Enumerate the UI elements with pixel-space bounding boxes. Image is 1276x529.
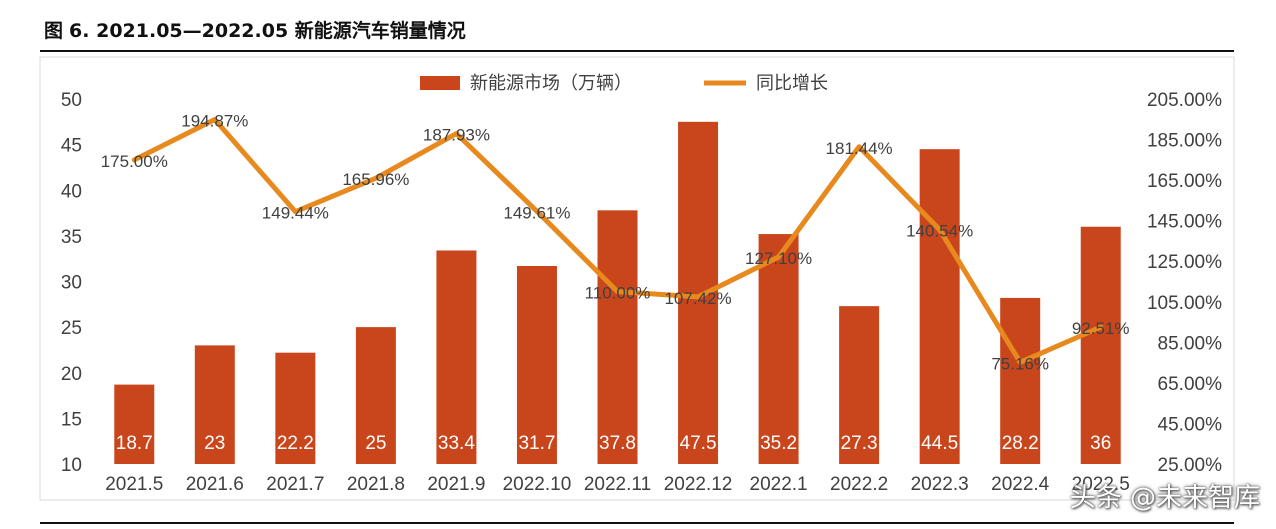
bar — [355, 327, 396, 464]
figure-title-text: 2021.05—2022.05 新能源汽车销量情况 — [96, 20, 466, 42]
bar — [436, 250, 477, 464]
growth-value-label: 194.87% — [181, 112, 248, 131]
right-tick-label: 65.00% — [1158, 374, 1223, 395]
growth-value-label: 75.16% — [991, 354, 1049, 373]
left-tick-label: 25 — [61, 318, 82, 339]
growth-value-label: 181.44% — [826, 139, 893, 158]
bar-value-label: 23 — [204, 433, 225, 454]
left-tick-label: 45 — [61, 136, 82, 157]
right-tick-label: 125.00% — [1147, 252, 1222, 273]
bar — [597, 210, 638, 464]
line-labels: 175.00% 194.87% 149.44% 165.96% 187.93% 149.6… — [101, 112, 1130, 374]
growth-value-label: 149.44% — [262, 204, 329, 223]
bar — [114, 384, 155, 464]
bottom-rule — [40, 522, 1234, 524]
chart-frame — [39, 56, 1235, 501]
growth-value-label: 140.54% — [906, 222, 973, 241]
x-tick-label: 2022.2 — [830, 474, 888, 495]
growth-line — [131, 117, 1104, 365]
left-tick-label: 50 — [61, 90, 82, 111]
right-tick-label: 165.00% — [1147, 171, 1222, 192]
legend-bar-label: 新能源市场（万辆） — [470, 73, 632, 94]
bar — [758, 234, 799, 464]
x-tick-label: 2022.11 — [584, 474, 651, 495]
right-tick-label: 105.00% — [1147, 293, 1222, 314]
x-axis: 2021.5 2021.6 2021.7 2021.8 2021.9 2022.10 202… — [105, 474, 1130, 495]
top-rule — [40, 50, 1234, 52]
right-tick-label: 25.00% — [1158, 455, 1223, 476]
left-tick-label: 40 — [61, 181, 82, 202]
bar-value-label: 27.3 — [841, 433, 878, 454]
line-series — [131, 117, 1104, 365]
bar — [194, 345, 235, 464]
growth-value-label: 92.51% — [1072, 319, 1130, 338]
bar — [516, 265, 557, 464]
bar — [919, 149, 960, 464]
bar-value-label: 18.7 — [116, 433, 153, 454]
x-tick-label: 2021.9 — [427, 474, 485, 495]
x-tick-label: 2021.8 — [347, 474, 405, 495]
x-tick-label: 2022.10 — [503, 474, 572, 495]
x-tick-label: 2021.7 — [266, 474, 324, 495]
growth-value-label: 187.93% — [423, 126, 490, 145]
bar-value-label: 47.5 — [680, 433, 717, 454]
x-tick-label: 2021.6 — [186, 474, 244, 495]
bar-value-label: 44.5 — [921, 433, 958, 454]
bar-value-label: 31.7 — [518, 433, 555, 454]
growth-value-label: 165.96% — [342, 170, 409, 189]
growth-value-label: 107.42% — [664, 289, 731, 308]
figure-title: 图 6. 2021.05—2022.05 新能源汽车销量情况 — [44, 14, 466, 48]
bar-value-label: 37.8 — [599, 433, 636, 454]
watermark: 头条 @未来智库 — [1069, 483, 1260, 513]
bar-series — [114, 121, 1121, 464]
legend-line-label: 同比增长 — [756, 73, 828, 94]
figure-number: 6. — [69, 20, 90, 42]
left-tick-label: 20 — [61, 364, 82, 385]
left-tick-label: 30 — [61, 273, 82, 294]
left-tick-label: 10 — [61, 455, 82, 476]
bar — [839, 306, 880, 464]
bar-value-label: 28.2 — [1002, 433, 1039, 454]
right-tick-label: 85.00% — [1158, 333, 1223, 354]
growth-value-label: 110.00% — [585, 284, 651, 303]
left-axis: 10 15 20 25 30 35 40 45 50 — [61, 90, 82, 476]
growth-value-label: 127.10% — [745, 249, 812, 268]
bar-value-label: 33.4 — [438, 433, 475, 454]
x-tick-label: 2022.4 — [991, 474, 1050, 495]
bar-value-label: 36 — [1090, 433, 1111, 454]
growth-value-label: 149.61% — [503, 203, 570, 222]
x-tick-label: 2022.3 — [911, 474, 969, 495]
legend-bar-swatch — [420, 76, 460, 90]
figure-label: 图 — [44, 20, 64, 42]
x-tick-label: 2022.5 — [1072, 474, 1130, 495]
x-tick-label: 2021.5 — [105, 474, 163, 495]
left-tick-label: 15 — [61, 409, 82, 430]
bar — [1080, 226, 1121, 464]
bar-labels: 18.7 23 22.2 25 33.4 31.7 37.8 47.5 35.2 27.3 44.5… — [116, 433, 1112, 454]
x-tick-label: 2022.12 — [664, 474, 733, 495]
bar-value-label: 22.2 — [277, 433, 314, 454]
legend: 新能源市场（万辆） 同比增长 — [420, 73, 828, 94]
right-axis: 25.00% 45.00% 65.00% 85.00% 105.00% 125.00% 14… — [1147, 90, 1222, 476]
bar — [275, 352, 316, 464]
right-tick-label: 145.00% — [1147, 212, 1222, 233]
bar — [1000, 297, 1041, 464]
right-tick-label: 185.00% — [1147, 131, 1222, 152]
left-tick-label: 35 — [61, 227, 82, 248]
right-tick-label: 205.00% — [1147, 90, 1222, 111]
bar-value-label: 25 — [365, 433, 386, 454]
x-tick-label: 2022.1 — [750, 474, 808, 495]
growth-value-label: 175.00% — [101, 152, 168, 171]
right-tick-label: 45.00% — [1158, 414, 1223, 435]
bar-value-label: 35.2 — [760, 433, 797, 454]
